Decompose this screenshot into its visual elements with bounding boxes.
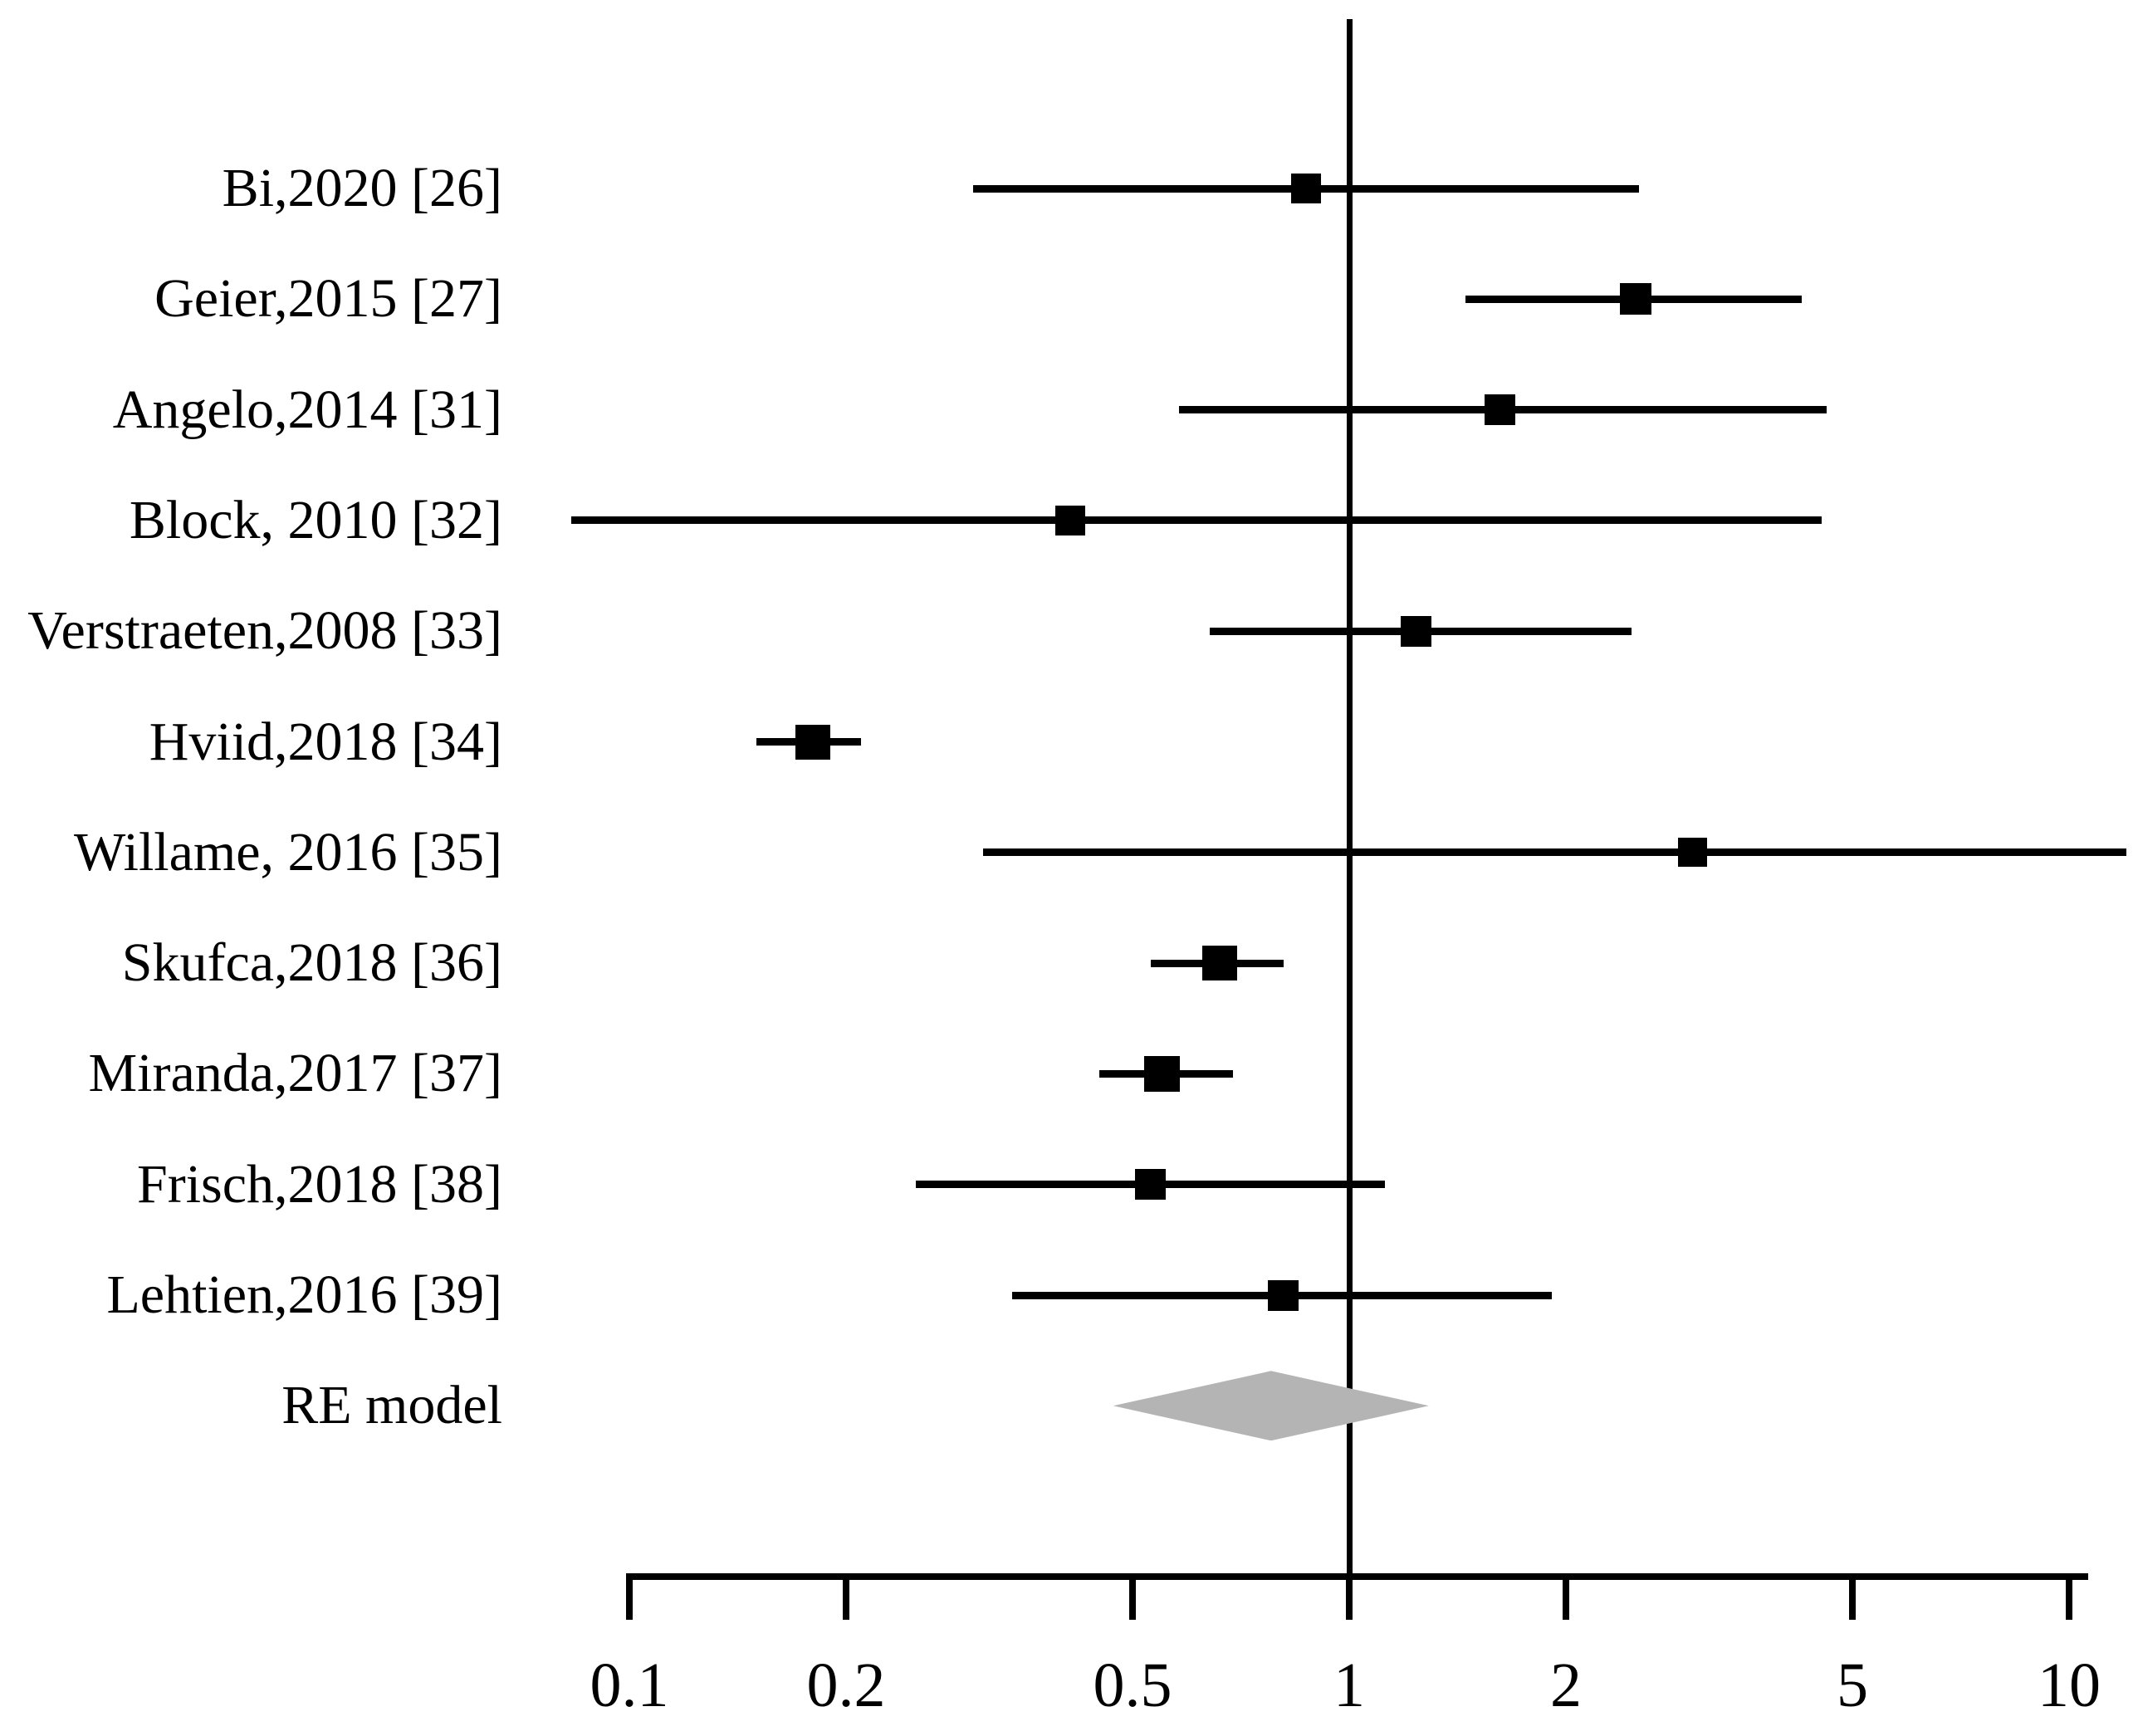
axis-tick (1849, 1573, 1856, 1620)
axis-tick-label: 0.1 (590, 1650, 669, 1720)
study-label: Miranda,2017 [37] (88, 1043, 502, 1104)
axis-tick-label: 10 (2038, 1650, 2101, 1720)
point-estimate-marker (1401, 615, 1432, 647)
study-label: Geier,2015 [27] (154, 268, 502, 330)
point-estimate-marker (795, 724, 831, 760)
study-label: Frisch,2018 [38] (137, 1153, 502, 1215)
axis-tick-label: 2 (1549, 1650, 1582, 1720)
axis-tick-label: 0.2 (806, 1650, 886, 1720)
study-label: Lehtien,2016 [39] (106, 1264, 502, 1325)
point-estimate-marker (1135, 1169, 1167, 1201)
point-estimate-marker (1678, 838, 1708, 868)
axis-tick (1346, 1573, 1353, 1620)
point-estimate-marker (1268, 1279, 1299, 1311)
x-axis-line (629, 1573, 2088, 1580)
point-estimate-marker (1485, 394, 1516, 426)
study-label: Angelo,2014 [31] (112, 379, 502, 440)
point-estimate-marker (1144, 1055, 1181, 1092)
study-label: Block, 2010 [32] (129, 489, 502, 550)
study-label: Verstraeten,2008 [33] (27, 600, 502, 662)
axis-tick (842, 1573, 849, 1620)
summary-label: RE model (281, 1375, 502, 1436)
axis-tick (1129, 1573, 1136, 1620)
axis-tick (626, 1573, 633, 1620)
study-label: Skufca,2018 [36] (121, 932, 502, 994)
point-estimate-marker (1620, 283, 1651, 315)
axis-tick (1562, 1573, 1569, 1620)
ci-line (570, 516, 1822, 525)
axis-tick-label: 0.5 (1093, 1650, 1172, 1720)
ci-line (983, 848, 2126, 857)
point-estimate-marker (1201, 946, 1237, 981)
reference-line (1347, 19, 1353, 1580)
study-label: Bi,2020 [26] (222, 158, 502, 218)
study-label: Willame, 2016 [35] (73, 821, 502, 883)
point-estimate-marker (1055, 505, 1086, 535)
re-model-diamond (1113, 1371, 1429, 1441)
axis-tick (2066, 1573, 2072, 1620)
axis-tick-label: 5 (1837, 1650, 1868, 1720)
point-estimate-marker (1290, 174, 1321, 203)
study-label: Hviid,2018 [34] (149, 711, 502, 772)
axis-tick-label: 1 (1333, 1650, 1365, 1720)
